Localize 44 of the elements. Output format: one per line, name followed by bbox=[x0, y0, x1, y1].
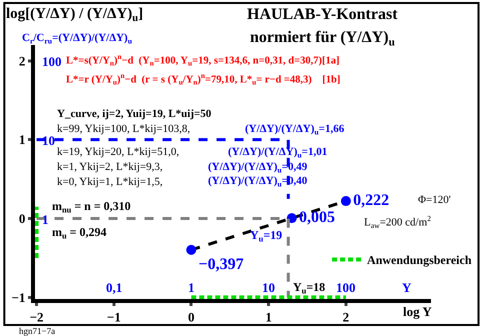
annotation: Y$_{u}$=19 bbox=[250, 228, 282, 244]
y2-axis-title: C$_{r}$/C$_{ru}$=(Y/ΔY)/(Y/ΔY)$_{u}$ bbox=[22, 32, 133, 46]
annotation: k=19, Ykij=20, L*kij=51,0, bbox=[57, 146, 180, 158]
annotation: 10 bbox=[262, 280, 275, 295]
annotation: Φ=120' bbox=[418, 194, 451, 206]
annotation: m$_{nu}$ = n = 0,310 bbox=[52, 199, 131, 215]
y-tick-label: 1 bbox=[18, 132, 26, 148]
data-label: 0,222 bbox=[353, 192, 390, 210]
annotation: L$_{aw}$=200 cd/m$^{2}$ bbox=[364, 214, 432, 230]
x-tick-label: 1 bbox=[265, 310, 272, 325]
data-label: 0,005 bbox=[299, 209, 336, 226]
x-tick-label: −1 bbox=[106, 310, 121, 325]
point bbox=[340, 196, 351, 206]
annotation: k=1, Ykij=2, L*kij=9,3, bbox=[57, 161, 163, 173]
x-axis-title: log Y bbox=[403, 304, 432, 319]
x-tick-label: −2 bbox=[30, 310, 44, 325]
text: hgn71−7a bbox=[19, 326, 56, 336]
x-tick-label: 2 bbox=[342, 310, 350, 325]
x2-axis-title: Y bbox=[402, 280, 412, 295]
annotation: Y_curve, ij=2, Yuij=19, L*uij=50 bbox=[57, 108, 212, 120]
point bbox=[186, 244, 196, 255]
annotation: k=0, Ykij=1, L*kij=1,5, bbox=[57, 176, 163, 188]
text: L*=s(Y/Y$_{n}$)$^{n}$−d (Y$_{n}$=100, Y$_{u}$=19, s=134,6, n=0,31, d=30,7)[1a] bbox=[66, 52, 340, 68]
annotation: Y$_{u}$=18 bbox=[293, 280, 326, 296]
annotation: 0,1 bbox=[106, 280, 122, 295]
y-tick-label: 0 bbox=[18, 211, 26, 226]
annotation: (Y/ΔY)/(Y/ΔY)$_{u}$=1,01 bbox=[228, 146, 328, 160]
chart-title: HAULAB-Y-Kontrast bbox=[247, 6, 398, 23]
annotation: m$_{u}$ = 0,294 bbox=[52, 225, 107, 241]
data-label: −0,397 bbox=[198, 256, 244, 274]
annotation: 1 bbox=[42, 212, 48, 227]
annotation: k=99, Ykij=100, L*kij=103,8, bbox=[57, 123, 190, 135]
annotation: (Y/ΔY)/(Y/ΔY)$_{u}$=1,66 bbox=[245, 123, 345, 136]
legend-label: Anwendungsbereich bbox=[367, 253, 472, 268]
chart-subtitle: normiert für (Y/ΔY)$_{u}$ bbox=[250, 29, 395, 48]
y-tick-label: 2 bbox=[18, 53, 26, 68]
y-tick-label: −1 bbox=[11, 290, 26, 305]
annotation: 100 bbox=[42, 54, 62, 69]
annotation: 1 bbox=[188, 280, 194, 295]
text: L*=r (Y/Y$_{u}$)$^{n}$−d (r = s (Y$_{u}$/Y$_{n}$)$^{n}$=79,10, L*$_{u}$= r−d =48,3) [1b] bbox=[66, 71, 340, 87]
y-axis-title: log[(Y/ΔY) / (Y/ΔY)$_{u}$] bbox=[6, 6, 144, 24]
annotation: (Y/ΔY)/(Y/ΔY)$_{u}$=0,49 bbox=[208, 161, 308, 174]
annotation: 100 bbox=[336, 280, 356, 295]
x-tick-label: 0 bbox=[188, 310, 194, 325]
